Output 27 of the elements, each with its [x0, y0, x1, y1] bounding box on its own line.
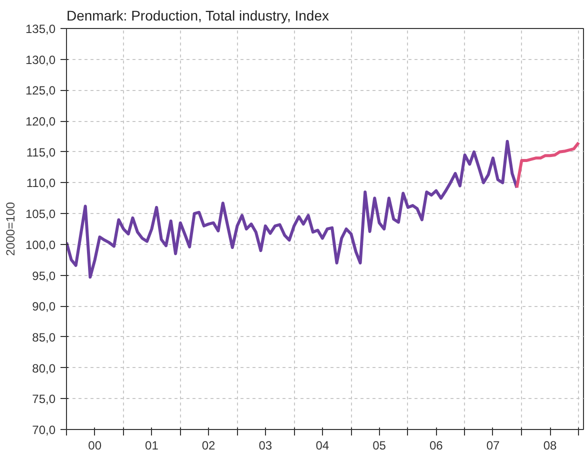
line-series	[515, 141, 580, 190]
x-tick-label: 00	[88, 438, 102, 452]
y-tick-label: 85,0	[32, 330, 56, 344]
y-tick-label: 70,0	[32, 423, 56, 437]
y-tick-label: 105,0	[25, 207, 56, 222]
y-tick-label: 100,0	[25, 238, 56, 252]
y-tick-label: 125,0	[25, 84, 56, 98]
line-series	[66, 140, 518, 279]
y-tick-label: 95,0	[32, 268, 56, 283]
x-tick-label: 03	[258, 438, 272, 452]
y-axis-title: 2000=100	[3, 202, 18, 256]
x-tick-label: 05	[372, 438, 386, 452]
y-tick-label: 90,0	[32, 300, 56, 314]
x-tick-label: 01	[145, 438, 159, 452]
y-tick-label: 75,0	[32, 392, 56, 406]
y-tick-label: 80,0	[32, 361, 56, 376]
y-tick-label: 115,0	[26, 145, 56, 160]
y-tick-label: 110,0	[26, 176, 56, 190]
x-tick-label: 07	[486, 438, 500, 452]
x-tick-label: 04	[316, 438, 330, 452]
chart-title: Denmark: Production, Total industry, Index	[66, 8, 329, 24]
y-tick-label: 130,0	[25, 52, 56, 67]
x-tick-label: 06	[429, 438, 444, 452]
y-tick-label: 135,0	[25, 22, 56, 36]
x-tick-label: 08	[543, 438, 558, 452]
y-tick-label: 120,0	[25, 114, 56, 129]
x-tick-label: 02	[202, 438, 216, 452]
